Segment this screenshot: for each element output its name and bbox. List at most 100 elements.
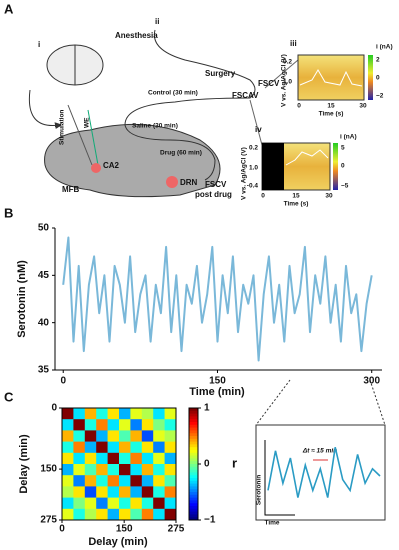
heatmap-cell bbox=[130, 452, 143, 465]
heatmap-cell bbox=[164, 408, 177, 420]
heatmap-cell bbox=[141, 419, 154, 431]
heatmap-cell bbox=[164, 508, 177, 521]
colorbar-step bbox=[189, 419, 198, 423]
heatmap-cell bbox=[62, 486, 74, 498]
heatmap-cell bbox=[141, 430, 154, 442]
heatmap-cell bbox=[62, 408, 74, 420]
y-tick-label: 45 bbox=[38, 270, 50, 281]
sub-label: ii bbox=[155, 17, 159, 26]
colorbar-step bbox=[189, 422, 198, 426]
inset-axes bbox=[264, 440, 295, 516]
colorbar-step bbox=[189, 492, 198, 496]
colorbar-step bbox=[189, 500, 198, 504]
colorbar-tick-label: −1 bbox=[204, 515, 216, 526]
link-iii bbox=[264, 59, 299, 89]
tick-label: 0.2 bbox=[249, 145, 258, 152]
colorbar-step bbox=[189, 438, 198, 442]
colorbar-step bbox=[189, 458, 198, 462]
colorbar-step bbox=[189, 436, 198, 440]
y-tick-label: 40 bbox=[38, 317, 50, 328]
heatmap-cell bbox=[130, 419, 143, 431]
ca2-site bbox=[91, 163, 101, 173]
colorbar-step bbox=[189, 489, 198, 493]
heatmap-cell bbox=[141, 508, 154, 521]
mask-iv bbox=[262, 143, 284, 190]
heatmap-cell bbox=[119, 430, 131, 442]
heatmap-cell bbox=[62, 497, 74, 510]
heatmap-cell bbox=[164, 441, 177, 454]
heatmap-cell bbox=[62, 419, 74, 431]
protocol-path bbox=[124, 29, 256, 181]
heatmap-cell bbox=[153, 430, 165, 442]
panel-label: B bbox=[4, 205, 13, 220]
heatmap-cell bbox=[107, 419, 120, 431]
heatmap-cell bbox=[119, 452, 131, 465]
heatmap-cell bbox=[164, 475, 177, 487]
colorbar-step bbox=[189, 424, 198, 428]
heatmap-cell bbox=[107, 408, 120, 420]
colorbar-step bbox=[189, 480, 198, 484]
region-label: MFB bbox=[62, 185, 80, 194]
colorbar-step bbox=[189, 461, 198, 465]
tick-label: -0.4 bbox=[247, 183, 259, 190]
colorbar-iv bbox=[333, 143, 338, 190]
stimulation-label: Stimulation bbox=[59, 110, 66, 145]
trace-iv bbox=[285, 149, 329, 166]
step-label: Anesthesia bbox=[115, 31, 158, 40]
axis-label: Time (s) bbox=[319, 111, 344, 118]
heatmap-cell bbox=[84, 408, 97, 420]
step-label: Control (30 min) bbox=[148, 90, 198, 97]
colorbar-step bbox=[189, 430, 198, 434]
colorbar-step bbox=[189, 408, 198, 412]
heatmap-cell bbox=[164, 497, 177, 510]
heatmap-frame bbox=[61, 407, 177, 521]
heatmap-cell bbox=[119, 508, 131, 521]
panel-label: A bbox=[4, 1, 14, 16]
heatmap-cell bbox=[62, 464, 74, 476]
heatmap-cell bbox=[107, 441, 120, 454]
axis-label: V vs. Ag/AgCl (V) bbox=[241, 147, 248, 200]
heatmap-cell bbox=[96, 419, 108, 431]
step-label: FSCAV bbox=[232, 91, 259, 100]
panel-a bbox=[28, 29, 373, 198]
colorbar-step bbox=[189, 452, 198, 456]
heatmap-cell bbox=[153, 508, 165, 521]
colorbar-step bbox=[189, 514, 198, 518]
heatmap-cell bbox=[141, 441, 154, 454]
heatmap-cell bbox=[119, 464, 131, 476]
heatmap-cell bbox=[153, 408, 165, 420]
colorbar-step bbox=[189, 497, 198, 501]
colorbar-step bbox=[189, 506, 198, 510]
step-label: Saline (30 min) bbox=[132, 123, 178, 130]
tick-label: 1.0 bbox=[283, 79, 292, 86]
heatmap-cell bbox=[153, 486, 165, 498]
x-tick-label: 0 bbox=[59, 524, 65, 535]
arrow bbox=[28, 89, 60, 126]
heatmap-cell bbox=[62, 452, 74, 465]
heatmap-cell bbox=[96, 408, 108, 420]
heatmap-cell bbox=[164, 419, 177, 431]
colorbar-step bbox=[189, 503, 198, 507]
heatmap-cell bbox=[73, 464, 86, 476]
colorbar-step bbox=[189, 466, 198, 470]
heatmap-cell bbox=[73, 497, 86, 510]
colorbar-step bbox=[189, 416, 198, 420]
heatmap-cell bbox=[130, 464, 143, 476]
y-axis-label: Serotonin bbox=[256, 475, 263, 505]
heatmap-cell bbox=[84, 497, 97, 510]
heatmap-cell bbox=[96, 430, 108, 442]
heatmap-cell bbox=[96, 464, 108, 476]
y-tick-label: 50 bbox=[38, 223, 50, 234]
heatmap-cell bbox=[96, 486, 108, 498]
heatmap-cell bbox=[73, 408, 86, 420]
trace-iii bbox=[299, 69, 363, 87]
heatmap-cell bbox=[153, 441, 165, 454]
region-label: CA2 bbox=[103, 161, 120, 170]
colorbar-label: i (nA) bbox=[340, 134, 357, 141]
x-tick-label: 150 bbox=[116, 524, 133, 535]
axis-label: V vs. Ag/AgCl (V) bbox=[281, 54, 288, 107]
colorbar-step bbox=[189, 517, 198, 521]
y-tick-label: 150 bbox=[40, 464, 57, 475]
colorbar-iii bbox=[368, 55, 373, 100]
sub-label: iii bbox=[290, 39, 297, 48]
